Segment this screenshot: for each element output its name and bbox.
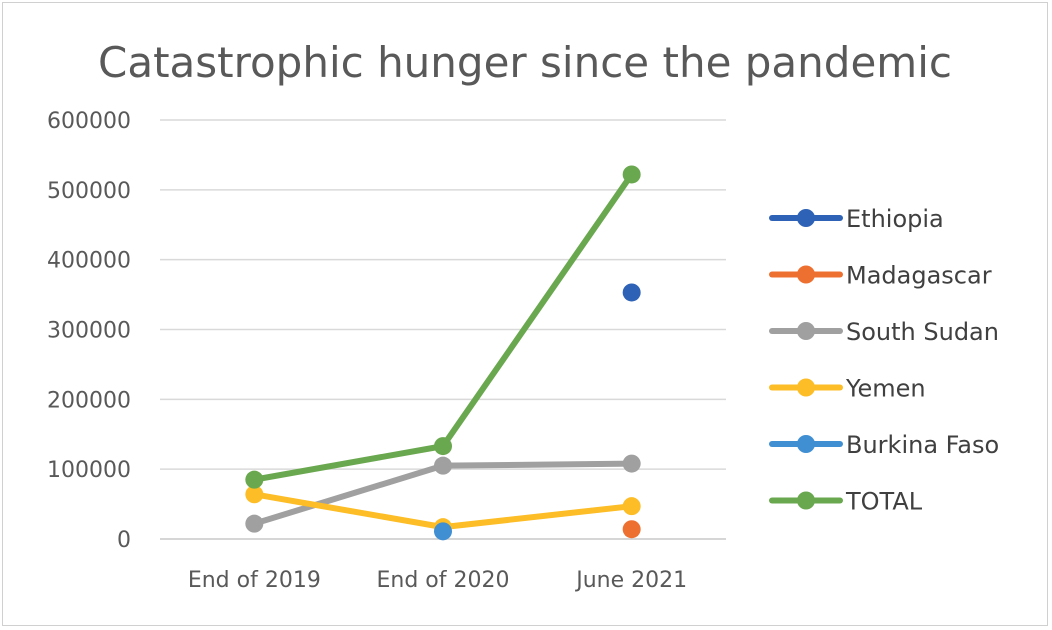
y-tick-label: 100000 (47, 458, 131, 483)
x-tick-label: End of 2020 (377, 568, 510, 593)
legend-label: South Sudan (846, 318, 999, 346)
data-point-madagascar (622, 520, 641, 539)
legend-item-burkina-faso: Burkina Faso (769, 431, 999, 459)
x-axis-ticks: End of 2019 End of 2020 June 2021 (188, 568, 687, 593)
series-line-total (251, 171, 635, 483)
legend-label: Madagascar (846, 262, 992, 290)
legend-swatch-marker (797, 378, 815, 397)
y-axis-ticks: 0 100000 200000 300000 400000 500000 600000 (47, 109, 131, 553)
legend-swatch-marker (797, 265, 815, 284)
legend-swatch-marker (797, 322, 815, 340)
data-point-total (434, 437, 452, 456)
data-point-ethiopia (622, 283, 641, 302)
data-point-south-sudan (434, 456, 452, 475)
data-point-yemen (622, 497, 641, 516)
legend-item-south-sudan: South Sudan (769, 318, 999, 346)
y-tick-label: 300000 (47, 319, 131, 344)
data-point-south-sudan (622, 454, 641, 473)
data-point-south-sudan (245, 514, 264, 533)
legend-item-madagascar: Madagascar (769, 262, 992, 290)
data-point-burkina-faso (434, 522, 452, 541)
legend-label: Yemen (845, 375, 926, 403)
y-tick-label: 400000 (47, 249, 131, 274)
gridlines (160, 119, 726, 540)
legend-item-yemen: Yemen (769, 375, 926, 403)
series-points (245, 165, 641, 541)
legend-swatch-marker (797, 435, 815, 453)
legend-item-ethiopia: Ethiopia (769, 205, 944, 233)
legend-swatch-marker (797, 209, 815, 227)
y-tick-label: 0 (117, 528, 131, 553)
legend-item-total: TOTAL (769, 488, 923, 516)
y-tick-label: 200000 (47, 388, 131, 413)
legend-label: Burkina Faso (846, 431, 999, 459)
legend-label: Ethiopia (846, 205, 944, 233)
y-tick-label: 600000 (47, 109, 131, 134)
data-point-yemen (245, 485, 264, 504)
legend-label: TOTAL (845, 488, 923, 516)
y-tick-label: 500000 (47, 179, 131, 204)
legend: Ethiopia Madagascar South Sudan Yemen Burkin… (769, 205, 999, 516)
x-tick-label: End of 2019 (188, 568, 321, 593)
legend-swatch-marker (797, 491, 815, 510)
chart-title: Catastrophic hunger since the pandemic (98, 38, 952, 87)
x-tick-label: June 2021 (574, 568, 687, 593)
data-point-total (622, 165, 641, 184)
data-point-total (245, 470, 264, 489)
